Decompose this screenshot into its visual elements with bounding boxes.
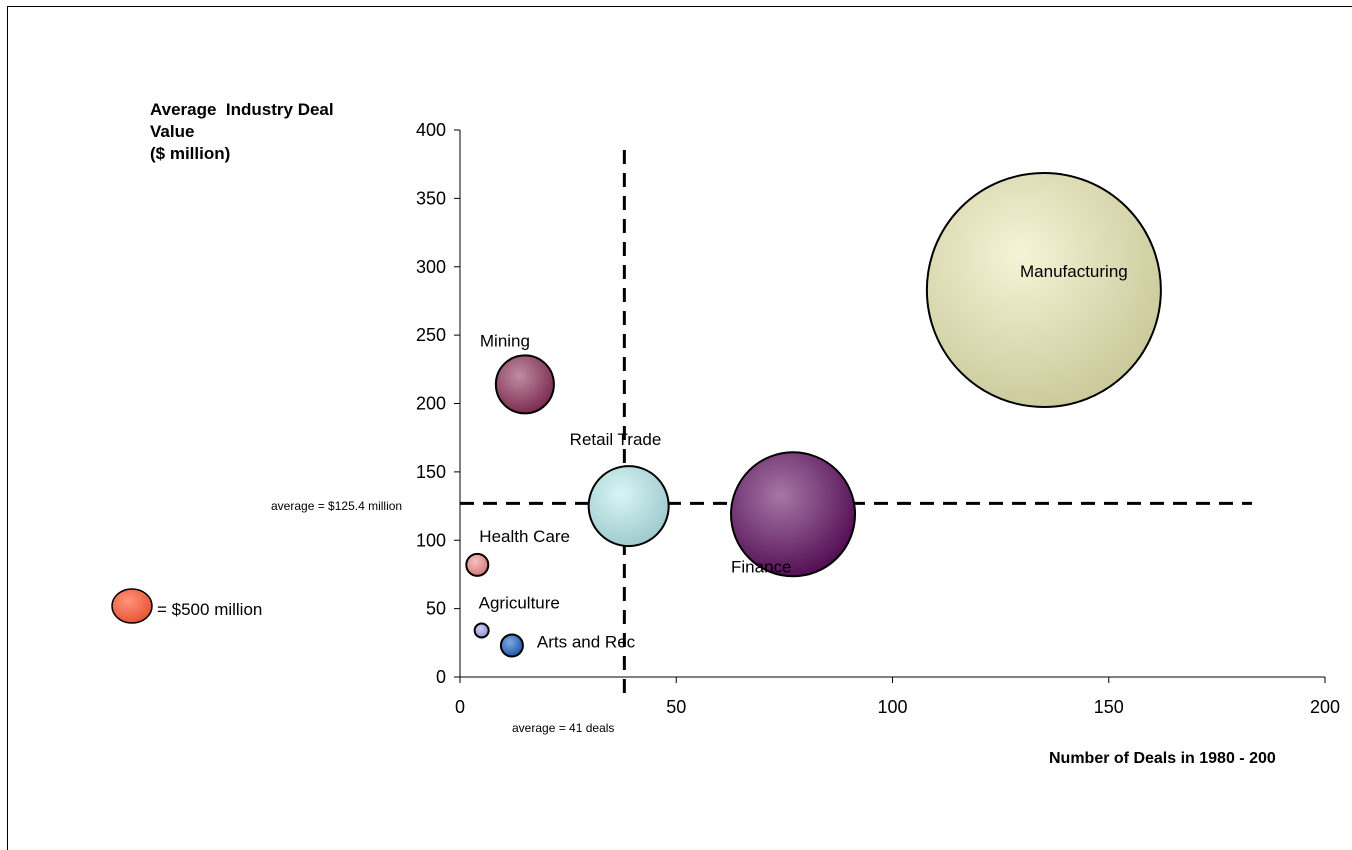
y-tick-label: 350 [416,188,446,208]
bubble-label: Retail Trade [570,430,662,449]
bubble-arts-and-rec [499,633,524,658]
size-legend-bubble [111,588,153,624]
bubble-label: Finance [731,557,791,576]
bubble-health-care [465,552,490,577]
x-tick-label: 100 [877,697,907,717]
y-tick-label: 0 [436,667,446,687]
bubble-mining [494,354,555,415]
chart-frame [7,6,1352,850]
bubble-retail-trade [587,465,670,548]
y-tick-label: 200 [416,394,446,414]
bubble-manufacturing [925,171,1162,408]
x-tick-label: 0 [455,697,465,717]
y-tick-label: 250 [416,325,446,345]
x-tick-label: 150 [1094,697,1124,717]
y-tick-label: 150 [416,462,446,482]
y-tick-label: 400 [416,120,446,140]
y-tick-label: 300 [416,257,446,277]
bubble-label: Manufacturing [1020,262,1128,281]
y-tick-label: 50 [426,599,446,619]
bubble-label: Arts and Rec [537,633,636,652]
x-axis-title: Number of Deals in 1980 - 200 [1049,750,1276,767]
bubble-finance [730,451,857,578]
bubble-agriculture [473,622,490,639]
x-tick-label: 50 [666,697,686,717]
size-legend-label: = $500 million [157,600,263,619]
average-deals-label: average = 41 deals [512,721,615,735]
y-tick-label: 100 [416,530,446,550]
bubble-label: Mining [480,331,530,350]
bubble-label: Health Care [479,527,570,546]
average-value-label: average = $125.4 million [271,499,403,513]
x-tick-label: 200 [1310,697,1340,717]
y-axis-title: Average Industry Deal Value ($ million) [150,100,334,163]
bubble-label: Agriculture [479,594,560,613]
